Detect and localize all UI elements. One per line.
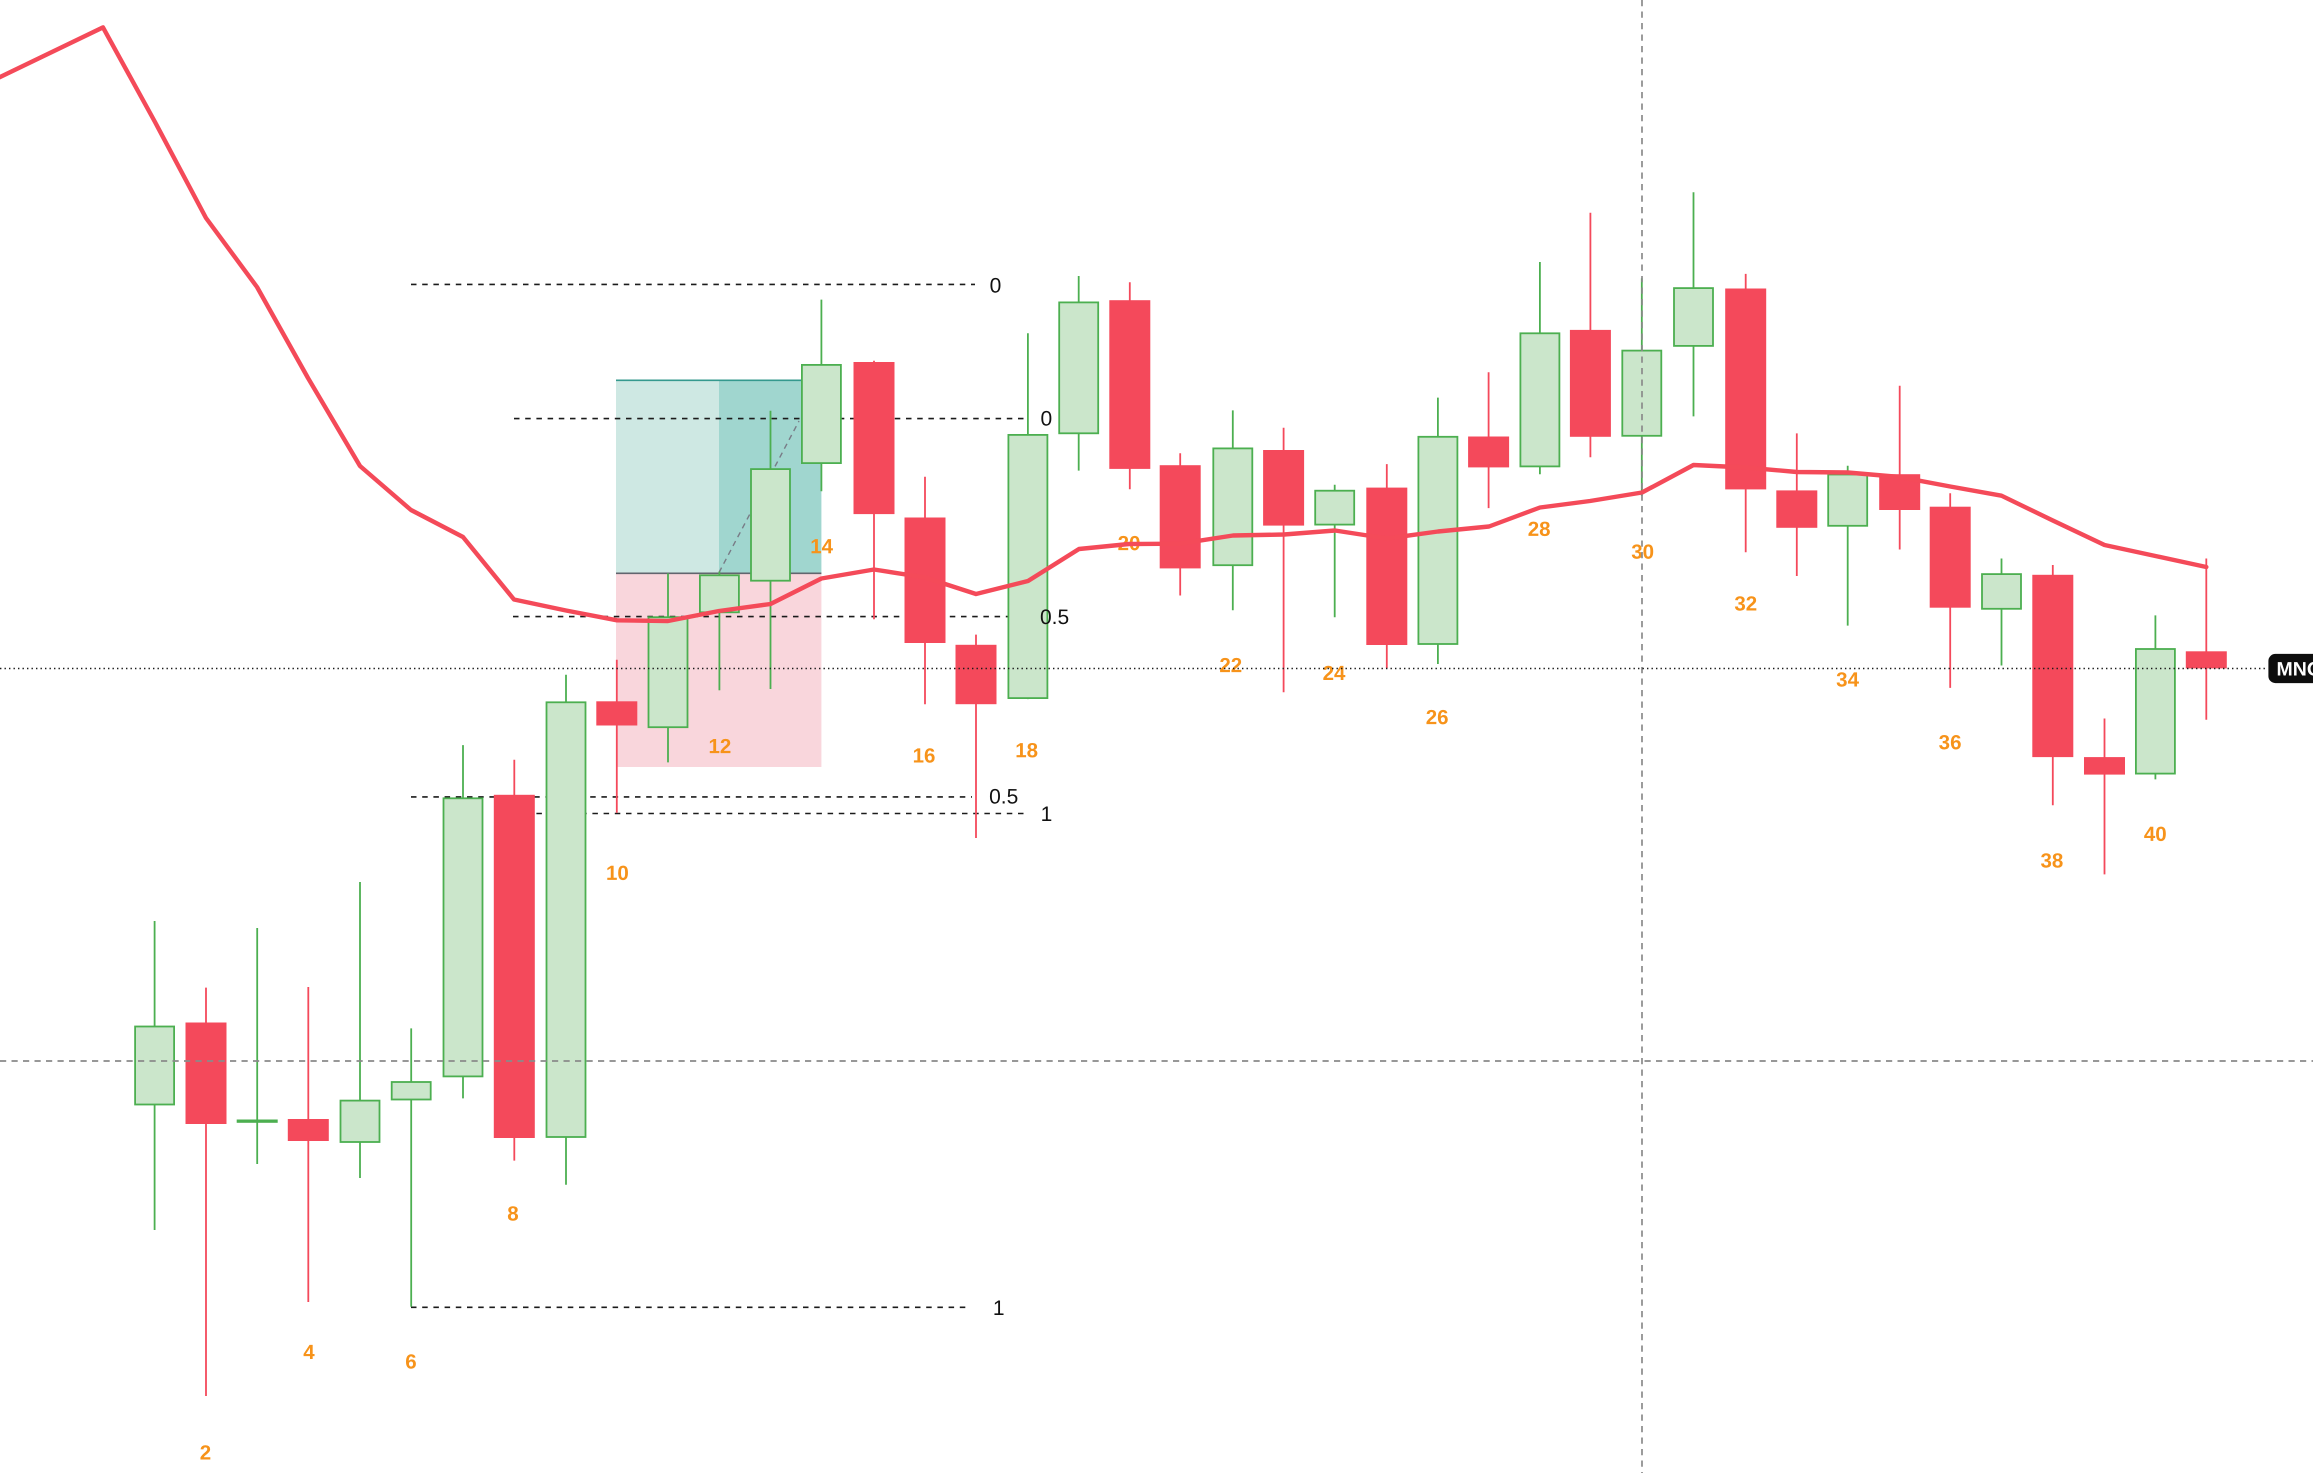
svg-text:24: 24 <box>1323 662 1346 685</box>
svg-text:22: 22 <box>1219 654 1242 677</box>
svg-text:8: 8 <box>507 1202 518 1225</box>
svg-text:40: 40 <box>2144 823 2167 846</box>
svg-text:6: 6 <box>405 1350 416 1373</box>
svg-text:4: 4 <box>303 1341 315 1364</box>
svg-text:16: 16 <box>913 744 936 767</box>
svg-text:2: 2 <box>200 1441 211 1464</box>
svg-text:36: 36 <box>1939 731 1962 754</box>
svg-text:12: 12 <box>708 735 731 758</box>
svg-text:0: 0 <box>1040 408 1052 431</box>
svg-text:34: 34 <box>1836 668 1859 691</box>
svg-text:0.5: 0.5 <box>989 786 1018 809</box>
svg-text:1: 1 <box>993 1297 1005 1320</box>
svg-text:28: 28 <box>1528 518 1551 541</box>
svg-text:MNQ: MNQ <box>2276 659 2313 681</box>
svg-text:0.5: 0.5 <box>1040 606 1069 629</box>
svg-text:26: 26 <box>1426 706 1449 729</box>
svg-text:1: 1 <box>1041 803 1053 826</box>
svg-text:18: 18 <box>1015 739 1038 762</box>
svg-text:32: 32 <box>1734 592 1757 615</box>
svg-text:14: 14 <box>810 535 833 558</box>
svg-text:38: 38 <box>2040 849 2063 872</box>
svg-text:0: 0 <box>990 275 1002 298</box>
svg-text:10: 10 <box>606 862 629 885</box>
